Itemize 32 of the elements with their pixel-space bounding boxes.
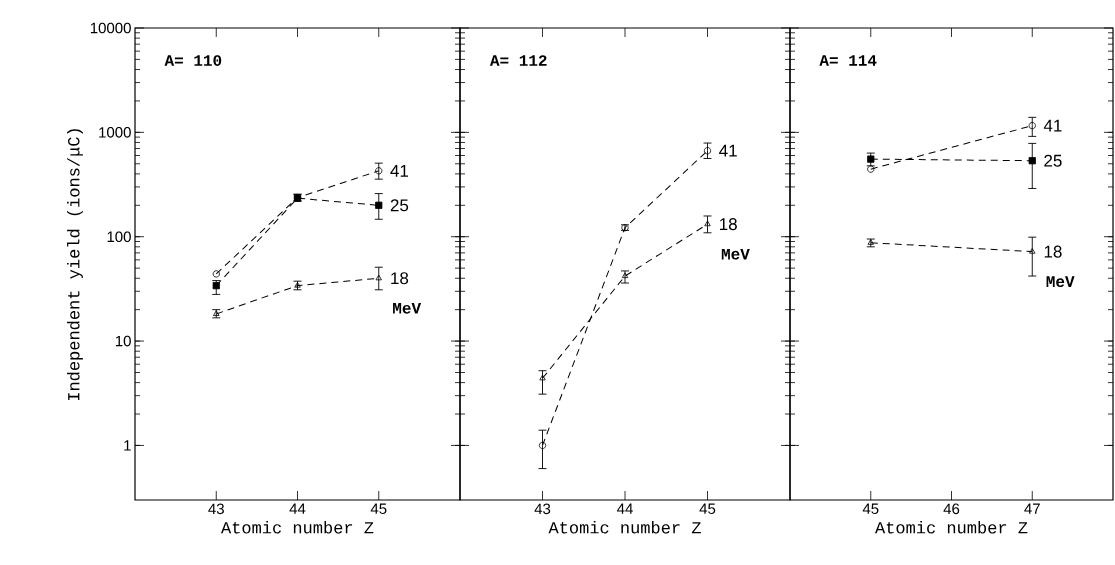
x-tick-label: 45 xyxy=(699,503,716,514)
annotation: MeV xyxy=(1046,276,1075,288)
x-tick-label: 45 xyxy=(370,503,387,514)
series-label: 41 xyxy=(719,144,737,157)
y-axis-title: Independent yield (ions/μC) xyxy=(67,129,83,401)
series-label: 18 xyxy=(1044,245,1062,258)
series-label: 25 xyxy=(1044,154,1062,167)
series-label: 41 xyxy=(1043,119,1062,132)
series-label: 41 xyxy=(390,164,409,177)
annotation: A= 110 xyxy=(164,55,222,66)
x-axis-title: Atomic number Z xyxy=(220,521,374,534)
annotation: A= 114 xyxy=(819,55,877,66)
x-tick-label: 43 xyxy=(534,503,551,515)
series-label: 18 xyxy=(720,218,737,231)
y-tick-label: 1 xyxy=(124,440,131,451)
y-tick-label: 1000 xyxy=(99,127,131,138)
y-tick-label: 10 xyxy=(115,335,131,347)
x-tick-label: 43 xyxy=(208,503,224,515)
x-tick-label: 47 xyxy=(1024,503,1040,514)
x-axis-title: Atomic number Z xyxy=(875,521,1028,534)
series-label: 25 xyxy=(390,199,409,212)
y-tick-label: 100 xyxy=(107,231,131,243)
x-tick-label: 44 xyxy=(617,503,633,514)
annotation: MeV xyxy=(393,302,422,314)
x-tick-label: 44 xyxy=(289,503,306,514)
x-axis-title: Atomic number Z xyxy=(548,521,701,534)
annotation: A= 112 xyxy=(489,55,547,66)
x-tick-label: 46 xyxy=(943,503,960,515)
y-tick-label: 10000 xyxy=(90,22,131,34)
annotation: MeV xyxy=(721,248,750,260)
series-label: 18 xyxy=(391,272,409,285)
x-tick-label: 45 xyxy=(862,503,879,514)
